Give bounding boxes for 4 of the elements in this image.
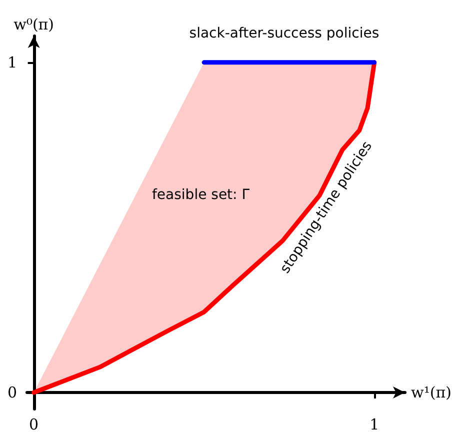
- x-axis-title: w¹(π): [411, 383, 452, 402]
- annotation: feasible set: Γ: [152, 187, 250, 203]
- series-label: slack-after-success policies: [189, 25, 380, 42]
- y-axis-title: w⁰(π): [14, 16, 54, 34]
